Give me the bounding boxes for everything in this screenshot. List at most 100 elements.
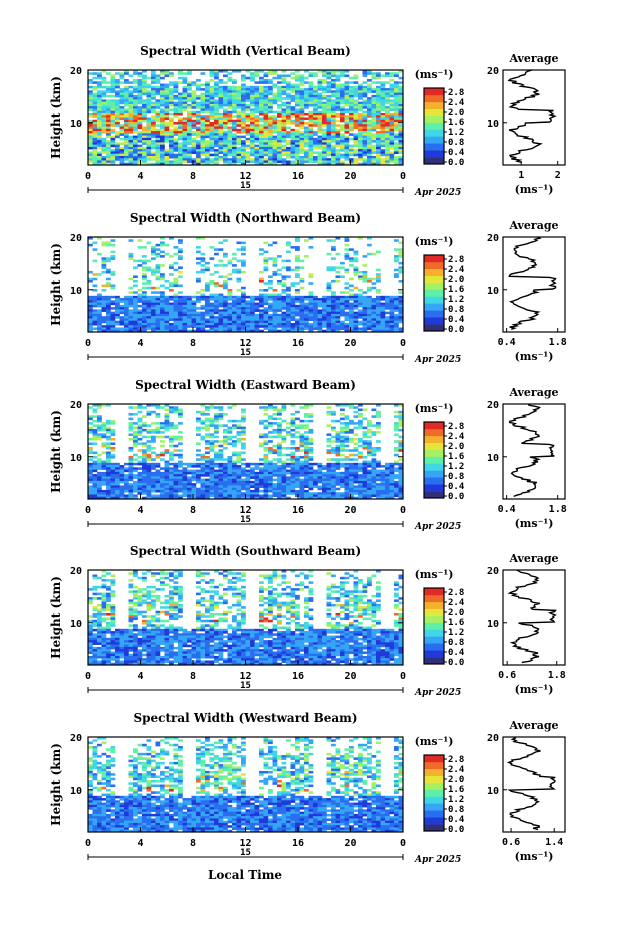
colorbar-tick-label: 1.6 [448,618,464,628]
profile-x-tick-label: 0.6 [502,837,520,848]
panel-title: Spectral Width (Vertical Beam) [140,44,351,58]
colorbar-tick-label: 2.4 [448,598,465,608]
profile-title: Average [508,386,558,399]
colorbar-tick-label: 0.4 [448,315,465,325]
colorbar-tick-label: 1.6 [448,452,464,462]
date-day: 15 [240,681,251,691]
x-tick-label: 0 [85,671,91,682]
colorbar-frame [423,421,445,499]
profile-frame [502,569,566,666]
date-label: Apr 2025 [414,188,461,198]
heatmap-cells [88,70,404,166]
profile-title: Average [508,719,558,732]
x-tick-label: 4 [137,671,143,682]
colorbar-frame [423,754,445,832]
x-tick-label: 12 [239,505,251,516]
panel-5: Spectral Width (Westward Beam) 20 10 Height… [49,711,566,865]
profile-line [508,403,555,498]
x-tick-label: 0 [400,671,406,682]
x-tick-label: 0 [85,838,91,849]
x-tick-label: 12 [239,838,251,849]
profile-y-tick-label: 20 [487,733,499,744]
panel-title: Spectral Width (Northward Beam) [130,211,361,225]
colorbar-tick-label: 0.8 [448,472,464,482]
colorbar-tick-label: 0.8 [448,638,464,648]
colorbar-tick-label: 2.4 [448,765,465,775]
x-tick-label: 8 [190,505,196,516]
colorbar-tick-label: 0.0 [448,825,464,835]
profile-x-tick-label: 1.8 [549,337,567,348]
x-tick-label: 0 [400,505,406,516]
profile-line [508,236,557,331]
panels: Spectral Width (Vertical Beam)2010Height… [49,44,567,865]
profile-x-tick-label: 1.8 [549,504,567,515]
date-day: 15 [240,848,251,858]
x-tick-label: 0 [85,171,91,182]
profile-x-label: (ms⁻¹) [515,183,554,196]
x-tick-label: 8 [190,338,196,349]
x-tick-label: 0 [85,338,91,349]
profile-y-tick-label: 20 [487,66,499,77]
colorbar-tick-label: 0.4 [448,148,465,158]
x-tick-label: 4 [137,505,143,516]
x-tick-label: 12 [239,671,251,682]
profile-title: Average [508,52,558,65]
colorbar-unit: (ms⁻¹) [415,235,454,248]
colorbar [424,588,444,665]
profile-x-tick-label: 0.4 [498,337,516,348]
x-tick-label: 20 [344,338,356,349]
x-tick-label: 16 [292,505,304,516]
x-tick-label: 4 [137,838,143,849]
profile-frame [502,69,566,166]
colorbar-tick-label: 2.0 [448,442,464,452]
y-tick-label: 10 [70,786,82,797]
x-tick-label: 8 [190,671,196,682]
x-tick-label: 12 [239,171,251,182]
panel-1: Spectral Width (Vertical Beam)2010Height… [49,44,566,198]
colorbar-unit: (ms⁻¹) [415,735,454,748]
colorbar-tick-label: 2.0 [448,608,464,618]
y-axis-label: Height (km) [49,76,63,159]
colorbar [424,422,444,499]
x-tick-label: 16 [292,838,304,849]
x-tick-label: 0 [85,505,91,516]
y-tick-label: 10 [70,619,82,630]
heatmap-cells [88,570,404,666]
x-tick-label: 16 [292,338,304,349]
colorbar-frame [423,87,445,165]
profile-title: Average [508,552,558,565]
colorbar-tick-label: 0.8 [448,138,464,148]
colorbar-tick-label: 2.8 [448,255,464,265]
panel-3: Spectral Width (Eastward Beam) 20 10 Height… [49,378,567,532]
colorbar-tick-label: 0.0 [448,658,464,668]
colorbar-frame [423,587,445,665]
profile-x-label: (ms⁻¹) [515,850,554,863]
profile-x-label: (ms⁻¹) [515,683,554,696]
y-tick-label: 20 [70,566,82,577]
colorbar-tick-label: 1.6 [448,285,464,295]
date-label: Apr 2025 [414,355,461,365]
profile-x-tick-label: 1 [518,170,524,181]
date-day: 15 [240,181,251,191]
colorbar-tick-label: 2.8 [448,422,464,432]
x-tick-label: 16 [292,171,304,182]
profile-x-label: (ms⁻¹) [515,517,554,530]
colorbar-tick-label: 0.4 [448,648,465,658]
date-label: Apr 2025 [414,522,461,532]
x-tick-label: 12 [239,338,251,349]
profile-x-tick-label: 0.6 [498,670,516,681]
panel-title: Spectral Width (Westward Beam) [133,711,357,725]
profile-x-tick-label: 1.8 [548,670,566,681]
x-tick-label: 20 [344,838,356,849]
profile-y-tick-label: 10 [487,786,499,797]
colorbar-tick-label: 1.2 [448,462,464,472]
colorbar-tick-label: 0.4 [448,815,465,825]
x-tick-label: 0 [400,838,406,849]
profile-x-tick-label: 1.4 [545,837,563,848]
profile-y-tick-label: 20 [487,566,499,577]
colorbar-tick-label: 1.2 [448,295,464,305]
y-tick-label: 10 [70,119,82,130]
date-day: 15 [240,515,251,525]
colorbar-tick-label: 1.2 [448,795,464,805]
colorbar-unit: (ms⁻¹) [415,568,454,581]
